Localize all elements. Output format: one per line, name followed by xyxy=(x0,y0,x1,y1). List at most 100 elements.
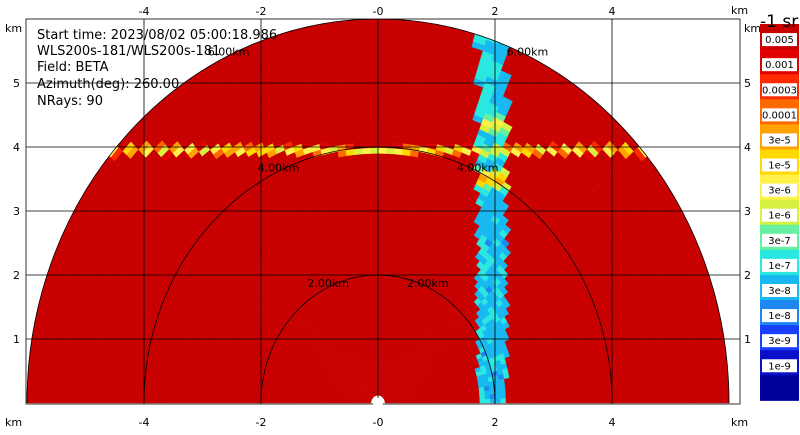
field-cell xyxy=(359,211,367,219)
field-cell xyxy=(373,256,379,264)
field-cell xyxy=(391,176,400,184)
field-cell xyxy=(381,291,386,298)
field-cell xyxy=(377,26,391,33)
field-cell xyxy=(584,386,591,396)
field-cell xyxy=(354,32,367,40)
field-cell xyxy=(705,377,712,391)
field-cell xyxy=(552,388,559,397)
field-cell xyxy=(595,394,602,404)
field-cell xyxy=(372,245,379,252)
field-cell xyxy=(373,262,379,269)
field-cell xyxy=(710,389,717,404)
field-cell xyxy=(557,381,564,390)
field-cell xyxy=(377,268,383,275)
field-cell xyxy=(377,72,389,79)
field-cell xyxy=(536,383,543,392)
field-cell xyxy=(642,382,649,394)
field-cell xyxy=(558,395,565,404)
field-cell xyxy=(392,170,401,178)
field-cell xyxy=(382,245,389,252)
field-cell xyxy=(371,210,379,218)
field-cell xyxy=(388,61,401,69)
field-cell xyxy=(547,396,554,404)
field-cell xyxy=(377,43,390,51)
field-cell xyxy=(368,112,379,120)
field-cell xyxy=(397,246,404,254)
field-cell xyxy=(398,235,406,243)
field-cell xyxy=(563,388,570,397)
field-cell xyxy=(388,49,401,57)
field-cell xyxy=(372,233,379,241)
field-cell xyxy=(377,262,383,269)
field-cell xyxy=(631,382,638,394)
field-cell xyxy=(371,199,379,206)
field-cell xyxy=(384,176,393,183)
field-cell xyxy=(359,216,367,224)
field-cell xyxy=(350,119,361,127)
field-cell xyxy=(356,234,363,242)
field-cell xyxy=(377,303,382,310)
field-cell xyxy=(391,257,397,265)
field-cell xyxy=(366,233,374,241)
field-cell xyxy=(388,280,394,288)
field-cell xyxy=(371,193,379,200)
field-cell xyxy=(361,228,368,236)
field-cell xyxy=(356,182,365,190)
field-cell xyxy=(388,228,395,236)
field-cell xyxy=(636,382,644,394)
field-cell xyxy=(372,228,379,235)
field-cell xyxy=(397,241,405,249)
field-cell xyxy=(695,390,702,404)
field-cell xyxy=(684,378,691,392)
field-cell xyxy=(371,204,379,212)
field-cell xyxy=(395,119,406,127)
field-cell xyxy=(530,378,538,386)
field-cell xyxy=(377,20,391,28)
field-cell xyxy=(357,188,365,196)
field-cell xyxy=(515,380,522,388)
field-cell xyxy=(358,95,369,103)
field-cell xyxy=(652,381,659,393)
field-cell xyxy=(383,205,391,212)
field-cell xyxy=(382,256,388,264)
field-cell xyxy=(392,165,401,173)
field-cell xyxy=(636,372,643,384)
field-cell xyxy=(442,400,449,404)
field-cell xyxy=(673,379,680,392)
field-cell xyxy=(377,256,383,264)
field-cell xyxy=(377,19,391,22)
field-cell xyxy=(384,187,392,195)
field-cell xyxy=(362,159,371,166)
field-cell xyxy=(377,124,388,131)
field-cell xyxy=(377,245,384,252)
field-cell xyxy=(385,159,394,166)
field-cell xyxy=(463,395,470,400)
field-cell xyxy=(388,72,400,80)
field-cell xyxy=(387,251,393,259)
field-cell xyxy=(390,193,399,201)
field-cell xyxy=(520,380,527,387)
field-cell xyxy=(395,125,405,133)
field-cell xyxy=(377,193,385,200)
field-cell xyxy=(381,279,387,287)
field-cell xyxy=(362,164,371,172)
field-cell xyxy=(394,130,405,138)
field-cell xyxy=(377,107,388,114)
field-cell xyxy=(578,379,585,388)
field-cell xyxy=(547,382,554,391)
field-cell xyxy=(388,222,396,230)
field-cell xyxy=(377,222,385,229)
field-cell xyxy=(541,383,549,391)
field-cell xyxy=(377,49,390,56)
field-cell xyxy=(352,136,362,144)
field-cell xyxy=(355,55,368,63)
field-cell xyxy=(398,183,407,191)
field-cell xyxy=(355,170,364,178)
field-cell xyxy=(700,390,707,404)
field-cell xyxy=(362,239,369,247)
field-cell xyxy=(561,373,569,382)
field-cell xyxy=(615,374,622,386)
field-cell xyxy=(689,378,696,392)
field-cell xyxy=(359,118,370,126)
field-cell xyxy=(367,245,374,252)
